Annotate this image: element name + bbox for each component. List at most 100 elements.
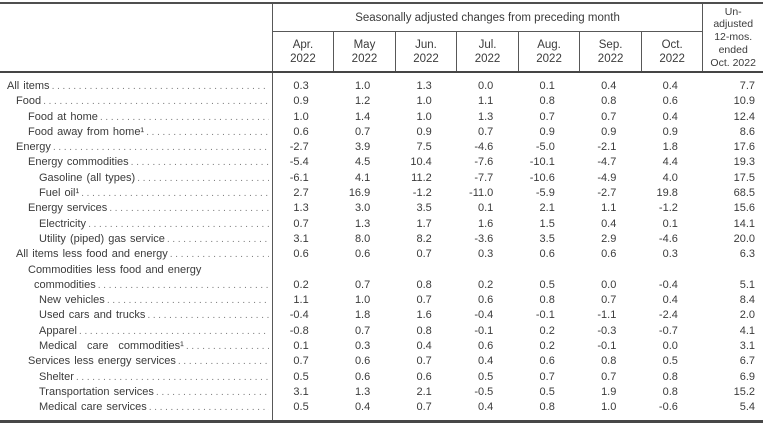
dot-leader <box>146 125 269 140</box>
row-label-line: Used cars and trucks <box>0 308 272 323</box>
row-label-line: Electricity <box>0 217 272 232</box>
value-cell: 1.3 <box>354 217 371 230</box>
month-header-cell: Aug. 2022 <box>517 31 580 73</box>
row-label-cell: Food <box>0 94 273 110</box>
month-header-cell: May 2022 <box>333 31 396 73</box>
value-cell: 0.4 <box>601 217 617 230</box>
value-cell: 0.1 <box>662 217 678 230</box>
value-cell: 0.6 <box>293 248 309 261</box>
value-cell: -2.7 <box>289 141 309 154</box>
value-cell: -0.5 <box>474 385 494 398</box>
row-label: Food at home <box>28 110 98 123</box>
value-cell: 0.8 <box>416 324 432 337</box>
month-year: 2022 <box>290 52 316 65</box>
value-cell: 0.6 <box>354 370 371 383</box>
row-label-cell: Food at home <box>0 109 273 125</box>
dot-leader <box>149 400 269 415</box>
row-label-cell: Apparel <box>0 323 273 340</box>
row-label: Used cars and trucks <box>39 309 146 322</box>
month-year: 2022 <box>659 52 685 65</box>
table-row: New vehicles 1.1 1.0 0.7 0.6 0.8 0.7 0.4 8.4 <box>0 293 763 309</box>
row-label-line: Utility (piped) gas service <box>0 232 272 247</box>
value-cell: 2.0 <box>739 309 755 322</box>
value-cell: 0.6 <box>539 248 555 261</box>
month-year: 2022 <box>413 52 439 65</box>
value-cell: 11.2 <box>411 171 432 184</box>
dot-leader <box>107 293 269 308</box>
value-cell: 6.9 <box>739 370 755 383</box>
value-cell: 16.9 <box>348 187 371 200</box>
row-label-line: Commodities less food and energy <box>0 263 272 278</box>
row-label: Energy commodities <box>28 156 129 169</box>
value-cell: 3.5 <box>539 232 555 245</box>
value-cell: -7.7 <box>474 171 494 184</box>
table-row: Medical care commodities¹ 0.1 0.3 0.4 0.6 0.2… <box>0 339 763 355</box>
value-cell: 20.0 <box>733 232 755 245</box>
value-cell: 0.4 <box>478 355 494 368</box>
dot-leader <box>53 140 269 155</box>
value-cell: -5.0 <box>535 141 555 154</box>
value-cell: 0.2 <box>293 278 309 291</box>
value-cell: 0.8 <box>539 95 555 108</box>
table-row: Electricity 0.7 1.3 1.7 1.6 1.5 0.4 0.1 14.1 <box>0 216 763 232</box>
unadjusted-column-header: Un- adjusted 12-mos. ended Oct. 2022 <box>702 3 763 73</box>
table-row: Energy commodities -5.4 4.5 10.4 -7.6 -10.1 -4… <box>0 155 763 171</box>
value-cell: 3.1 <box>293 232 309 245</box>
row-label-cell: Used cars and trucks <box>0 308 273 324</box>
row-label: Shelter <box>39 370 74 383</box>
value-cell: 0.6 <box>662 95 678 108</box>
value-cell: 3.1 <box>739 340 755 353</box>
value-cell: 0.0 <box>478 80 494 92</box>
value-cell: 1.0 <box>354 80 371 92</box>
table-row: Food at home 1.0 1.4 1.0 1.3 0.7 0.7 0.4 12.4 <box>0 109 763 125</box>
row-label-cell: Medical care services <box>0 400 273 422</box>
row-label-line: Energy <box>0 140 272 155</box>
table-row: Shelter 0.5 0.6 0.6 0.5 0.7 0.7 0.8 6.9 <box>0 369 763 385</box>
row-label-line: Fuel oil¹ <box>0 186 272 201</box>
value-cell: 0.7 <box>354 278 371 291</box>
value-cell: 0.7 <box>293 217 309 230</box>
value-cell: 0.4 <box>662 110 678 123</box>
row-label: Utility (piped) gas service <box>39 232 165 245</box>
value-cell: -0.4 <box>474 309 494 322</box>
row-label-line: Energy commodities <box>0 155 272 170</box>
month-name: Oct. <box>661 38 683 51</box>
value-cell: 0.5 <box>293 401 309 414</box>
value-cell: 0.7 <box>416 401 432 414</box>
month-name: Jul. <box>478 38 497 51</box>
value-cell: -0.8 <box>289 324 309 337</box>
unadjusted-header-line: 12-mos. <box>714 31 753 44</box>
row-label: Commodities less food and energy <box>28 263 202 276</box>
dot-leader <box>109 201 268 216</box>
month-year: 2022 <box>351 52 378 65</box>
dot-leader <box>100 110 269 125</box>
value-cell: 1.0 <box>416 110 432 123</box>
month-name: Sep. <box>598 38 623 51</box>
value-cell: -4.9 <box>597 171 617 184</box>
dot-leader <box>76 370 269 385</box>
row-label: Fuel oil¹ <box>39 187 80 200</box>
value-cell: 0.5 <box>662 355 678 368</box>
table-row: Used cars and trucks -0.4 1.8 1.6 -0.4 -0.1 -1… <box>0 308 763 324</box>
row-label: Medical care services <box>39 401 147 414</box>
dot-leader <box>131 155 269 170</box>
value-cell: 1.6 <box>416 309 432 322</box>
value-cell: 0.2 <box>478 278 494 291</box>
row-label-line: Transportation services <box>0 385 272 400</box>
seasonal-header: Seasonally adjusted changes from precedi… <box>272 3 703 32</box>
value-cell: 0.5 <box>293 370 309 383</box>
row-label-cell: Energy services <box>0 201 273 217</box>
value-cell: 8.4 <box>739 294 755 307</box>
value-cell: 15.2 <box>733 385 755 398</box>
value-cell: 0.9 <box>539 125 555 138</box>
row-label: All items <box>7 80 50 92</box>
value-cell: 12.4 <box>733 110 755 123</box>
table-row: All items 0.3 1.0 1.3 0.0 0.1 0.4 0.4 7.7 <box>0 72 763 95</box>
value-cell: 0.9 <box>293 95 309 108</box>
value-cell: 0.4 <box>354 401 371 414</box>
value-cell: 0.7 <box>416 294 432 307</box>
month-year: 2022 <box>536 52 562 65</box>
value-cell: 0.1 <box>539 80 555 92</box>
